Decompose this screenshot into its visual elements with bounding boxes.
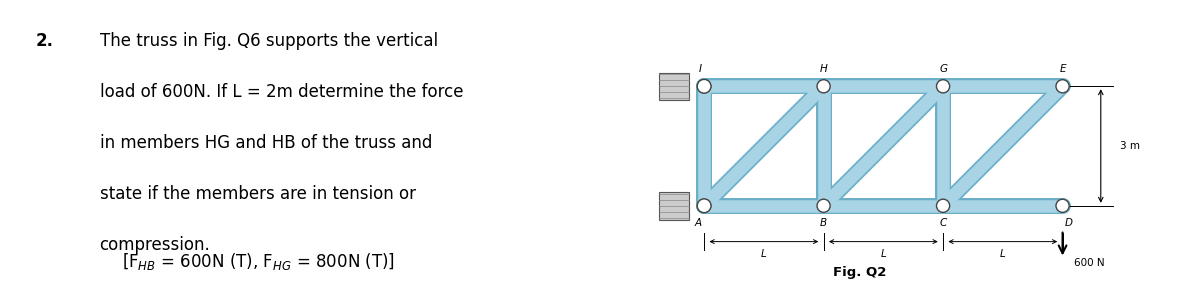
Circle shape [1056, 199, 1069, 212]
Circle shape [697, 199, 710, 212]
Circle shape [936, 80, 949, 93]
Text: 3 m: 3 m [1120, 141, 1140, 151]
Text: H: H [820, 64, 828, 74]
Bar [659, 192, 689, 219]
Circle shape [697, 199, 712, 213]
Text: in members HG and HB of the truss and: in members HG and HB of the truss and [100, 134, 432, 152]
Text: 2.: 2. [35, 32, 53, 50]
Text: The truss in Fig. Q6 supports the vertical: The truss in Fig. Q6 supports the vertic… [100, 32, 438, 50]
Text: A: A [695, 218, 702, 228]
Circle shape [817, 80, 830, 93]
Text: 600 N: 600 N [1074, 258, 1105, 268]
Bar [659, 73, 689, 100]
Text: B: B [820, 218, 827, 228]
Text: I: I [700, 64, 702, 74]
Circle shape [697, 80, 710, 93]
Text: state if the members are in tension or: state if the members are in tension or [100, 185, 415, 203]
Circle shape [817, 199, 830, 212]
Text: G: G [940, 64, 947, 74]
Text: C: C [940, 218, 947, 228]
Text: L: L [1000, 249, 1006, 259]
Text: [F$_{HB}$ = 600N (T), F$_{HG}$ = 800N (T)]: [F$_{HB}$ = 600N (T), F$_{HG}$ = 800N (T… [122, 251, 395, 272]
Circle shape [936, 199, 949, 212]
Circle shape [1056, 80, 1069, 93]
Text: load of 600N. If L = 2m determine the force: load of 600N. If L = 2m determine the fo… [100, 83, 463, 101]
Text: L: L [761, 249, 767, 259]
Circle shape [697, 79, 712, 93]
Text: compression.: compression. [100, 236, 210, 254]
Text: E: E [1060, 64, 1066, 74]
Text: L: L [881, 249, 887, 259]
Text: D: D [1064, 218, 1073, 228]
Text: Fig. Q2: Fig. Q2 [833, 265, 886, 278]
